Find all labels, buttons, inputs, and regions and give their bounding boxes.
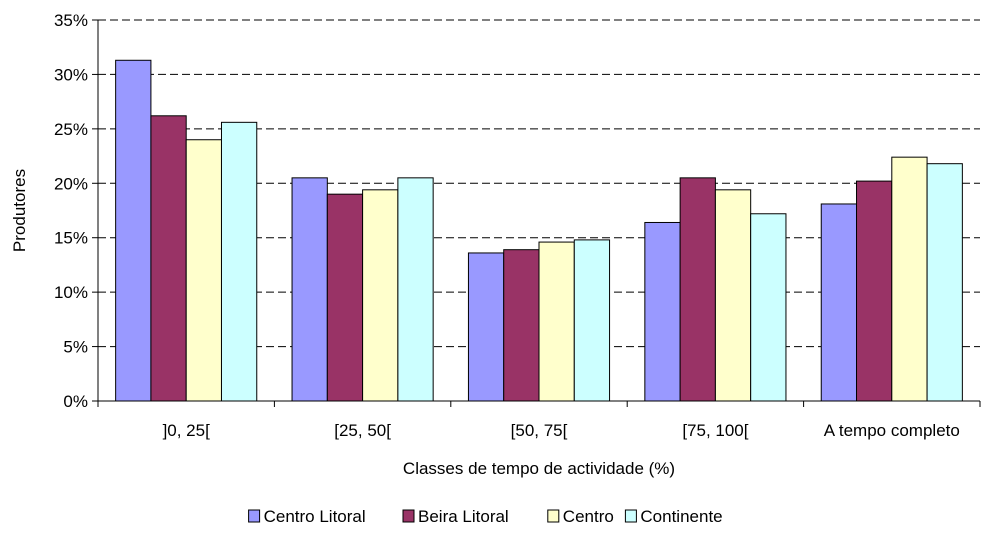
- legend-swatch: [248, 509, 261, 523]
- legend-swatch: [547, 509, 560, 523]
- bar: [397, 177, 434, 402]
- legend-label: Continente: [640, 507, 722, 526]
- x-category-label: A tempo completo: [824, 421, 960, 440]
- y-axis-title: Produtores: [10, 169, 29, 252]
- x-axis-title: Classes de tempo de actividade (%): [403, 459, 675, 478]
- y-tick-label: 15%: [54, 229, 88, 248]
- y-tick-label: 10%: [54, 283, 88, 302]
- bar: [573, 239, 611, 402]
- bar: [891, 156, 928, 402]
- bars: [115, 59, 963, 402]
- y-axis-tick-labels: 0% 5% 10% 15% 20% 25% 30% 35%: [54, 11, 88, 411]
- bar: [467, 252, 505, 402]
- x-axis-category-labels: ]0, 25[ [25, 50[ [50, 75[ [75, 100[ A tempo …: [163, 421, 960, 440]
- legend-label: Centro Litoral: [264, 507, 366, 526]
- bar: [291, 177, 328, 402]
- bar: [538, 241, 575, 402]
- bar: [750, 213, 787, 402]
- y-tick-label: 25%: [54, 120, 88, 139]
- legend-swatch: [624, 509, 637, 523]
- x-axis-tick-marks: [97, 401, 981, 407]
- bar: [150, 115, 187, 402]
- y-tick-label: 20%: [54, 174, 88, 193]
- y-tick-label: 0%: [63, 392, 88, 411]
- y-tick-label: 5%: [63, 338, 88, 357]
- bar: [185, 139, 222, 402]
- bar: [679, 177, 716, 402]
- bar: [644, 221, 681, 402]
- bar: [326, 193, 364, 402]
- x-category-label: [75, 100[: [682, 421, 748, 440]
- y-tick-label: 35%: [54, 11, 88, 30]
- bar: [856, 180, 893, 402]
- bar: [362, 189, 399, 402]
- bar: [714, 189, 752, 402]
- bar: [926, 163, 963, 402]
- legend-swatch: [402, 509, 415, 523]
- y-tick-label: 30%: [54, 65, 88, 84]
- bar: [220, 121, 258, 402]
- legend-label: Centro: [563, 507, 614, 526]
- legend-label: Beira Litoral: [418, 507, 509, 526]
- bar: [115, 59, 152, 402]
- bar: [820, 203, 858, 402]
- x-category-label: [25, 50[: [334, 421, 391, 440]
- legend: Centro Litoral Beira Litoral Centro Contine…: [248, 507, 723, 526]
- x-category-label: [50, 75[: [511, 421, 568, 440]
- x-category-label: ]0, 25[: [163, 421, 211, 440]
- bar: [503, 249, 540, 402]
